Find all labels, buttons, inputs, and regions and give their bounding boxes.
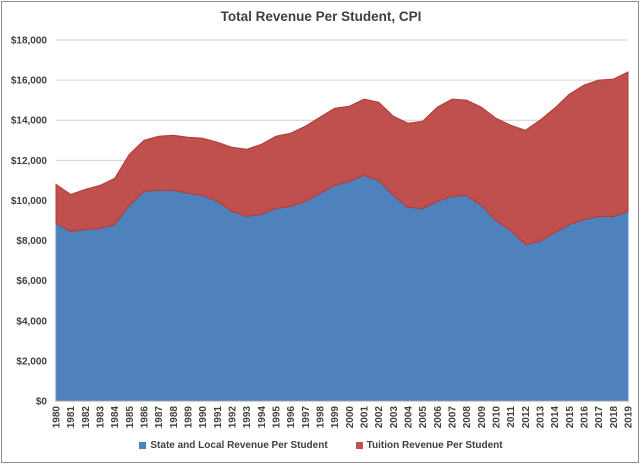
y-tick-label: $12,000 [11, 156, 48, 167]
x-tick-label: 2018 [609, 406, 620, 429]
x-tick-label: 2002 [374, 406, 385, 429]
x-tick-label: 1981 [66, 406, 77, 429]
legend-label-state: State and Local Revenue Per Student [150, 440, 328, 451]
x-tick-label: 2014 [550, 406, 561, 429]
x-tick-label: 1996 [286, 406, 297, 429]
x-tick-label: 1984 [110, 406, 121, 429]
x-tick-label: 2000 [345, 406, 356, 429]
x-tick-label: 1994 [257, 406, 268, 429]
y-tick-label: $0 [36, 397, 48, 408]
legend-label-tuition: Tuition Revenue Per Student [366, 440, 503, 451]
y-tick-label: $16,000 [11, 76, 48, 87]
y-tick-label: $4,000 [16, 316, 47, 327]
y-tick-label: $10,000 [11, 196, 48, 207]
x-tick-label: 2013 [536, 406, 547, 429]
area-series-tuition [55, 71, 629, 246]
y-tick-label: $18,000 [11, 36, 48, 47]
chart-title: Total Revenue Per Student, CPI [220, 9, 422, 24]
x-tick-label: 2006 [433, 406, 444, 429]
x-tick-label: 1980 [52, 406, 63, 429]
y-tick-label: $14,000 [11, 116, 48, 127]
y-tick-label: $2,000 [16, 356, 47, 367]
x-tick-label: 1995 [272, 406, 283, 429]
x-tick-label: 1982 [81, 406, 92, 429]
x-tick-label: 2010 [492, 406, 503, 429]
x-tick-label: 2017 [594, 406, 605, 429]
x-tick-label: 2011 [506, 406, 517, 428]
x-tick-label: 1997 [301, 406, 312, 429]
x-tick-label: 2005 [418, 406, 429, 429]
x-tick-label: 2019 [624, 406, 635, 429]
x-tick-label: 2003 [389, 406, 400, 429]
legend: State and Local Revenue Per Student Tuit… [0, 440, 642, 451]
x-tick-label: 2015 [565, 406, 576, 429]
y-tick-label: $8,000 [16, 236, 47, 247]
x-tick-label: 2004 [404, 406, 415, 429]
x-tick-label: 1983 [96, 406, 107, 429]
x-tick-label: 2001 [360, 406, 371, 429]
x-tick-label: 2008 [462, 406, 473, 429]
y-tick-label: $6,000 [16, 276, 47, 287]
x-tick-label: 1992 [228, 406, 239, 429]
x-tick-label: 2009 [477, 406, 488, 429]
x-tick-label: 1990 [198, 406, 209, 429]
x-tick-label: 2016 [580, 406, 591, 429]
x-tick-label: 1985 [125, 406, 136, 429]
x-tick-label: 1991 [213, 406, 224, 429]
x-tick-label: 2012 [521, 406, 532, 429]
x-tick-label: 1993 [242, 406, 253, 429]
legend-swatch-tuition [355, 442, 363, 449]
legend-swatch-state [139, 442, 147, 449]
x-tick-label: 1988 [169, 406, 180, 429]
legend-item-state: State and Local Revenue Per Student [139, 440, 328, 451]
x-tick-label: 1986 [140, 406, 151, 429]
x-tick-label: 1989 [184, 406, 195, 429]
x-tick-label: 2007 [448, 406, 459, 429]
x-tick-label: 1998 [316, 406, 327, 429]
x-tick-label: 1999 [330, 406, 341, 429]
legend-item-tuition: Tuition Revenue Per Student [355, 440, 503, 451]
x-tick-label: 1987 [154, 406, 165, 429]
